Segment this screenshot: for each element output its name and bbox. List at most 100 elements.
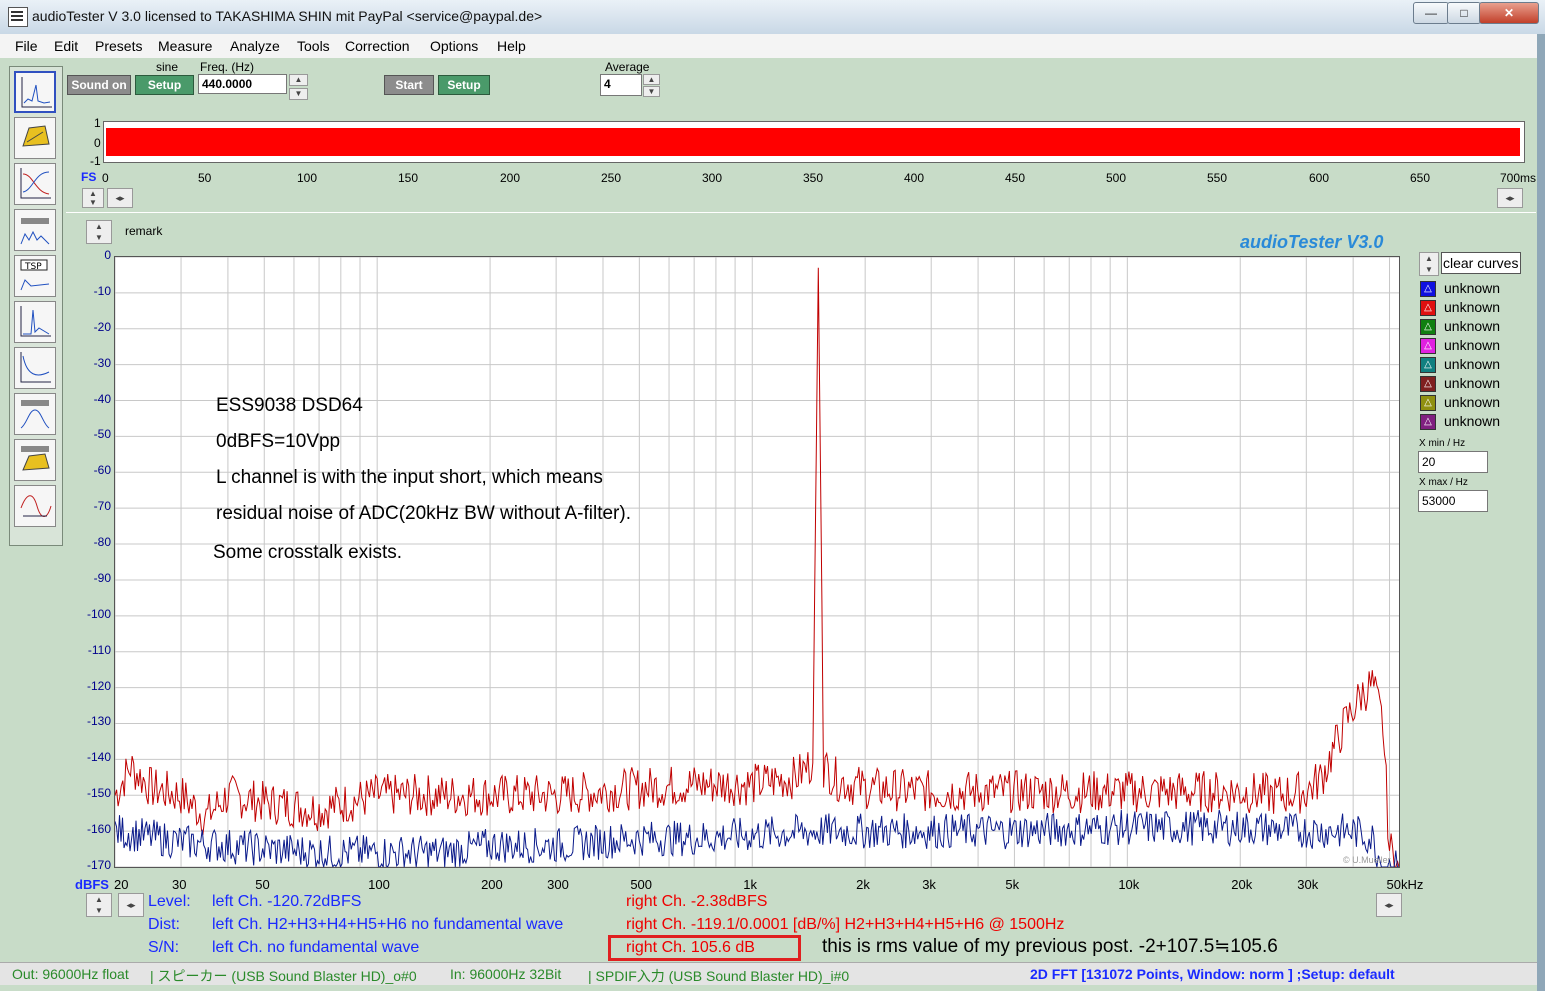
generator-setup-button[interactable]: Setup [135, 75, 194, 95]
curve-label: unknown [1444, 280, 1501, 296]
x-tick-label: 30 [172, 877, 187, 892]
frequency-response-icon[interactable] [14, 347, 56, 389]
y-tick-label: -20 [93, 319, 111, 334]
menu-measure[interactable]: Measure [158, 38, 213, 54]
annotation-note: this is rms value of my previous post. -… [822, 936, 1278, 957]
xmax-input[interactable]: 53000 [1418, 490, 1488, 512]
curve-color-swatch[interactable]: △ [1420, 300, 1436, 316]
y-tick-label: -80 [93, 535, 111, 550]
brand-label: audioTester V3.0 [1240, 232, 1384, 252]
fft-plot-canvas [115, 257, 1399, 867]
legend-spin-icon[interactable]: ▲ ▼ [1419, 252, 1439, 276]
average-label: Average [605, 60, 650, 74]
tsp-mode-icon[interactable]: TSP [14, 255, 56, 297]
curve-label: unknown [1444, 394, 1501, 410]
remark-spin-icon[interactable]: ▲ ▼ [86, 220, 112, 244]
menu-options[interactable]: Options [430, 38, 479, 54]
curve-label: unknown [1444, 299, 1501, 315]
fft-mode-icon[interactable] [14, 71, 56, 113]
curve-color-swatch[interactable]: △ [1420, 395, 1436, 411]
y-tick-label: -160 [86, 822, 111, 837]
scope-y-min: -1 [90, 154, 101, 168]
y-tick-label: -90 [93, 570, 111, 585]
scope-y-zero: 0 [94, 136, 101, 150]
menu-file[interactable]: File [15, 38, 38, 54]
freq-down-icon[interactable]: ▼ [289, 88, 308, 100]
scope-tick: 50 [198, 171, 212, 185]
minimize-button[interactable]: — [1413, 2, 1449, 24]
analyzer-setup-button[interactable]: Setup [438, 75, 490, 95]
curve-color-swatch[interactable]: △ [1420, 357, 1436, 373]
menu-help[interactable]: Help [497, 38, 526, 54]
scope-tick: 250 [601, 171, 622, 185]
x-tick-label: 100 [368, 877, 390, 892]
annotation-line: L channel is with the input short, which… [216, 467, 603, 488]
frequency-input[interactable]: 440.0000 [198, 74, 287, 94]
annotation-line: 0dBFS=10Vpp [216, 431, 341, 452]
scope-zoom-icon[interactable]: ◂▸ [1497, 188, 1523, 208]
window-border [1537, 34, 1545, 991]
xmin-input[interactable]: 20 [1418, 451, 1488, 473]
oscilloscope-mode-icon[interactable] [14, 485, 56, 527]
y-tick-label: -50 [93, 427, 111, 442]
scope-tick: 700ms [1500, 171, 1537, 185]
app-icon [8, 7, 28, 27]
waveform-label: sine [156, 60, 179, 74]
curve-color-swatch[interactable]: △ [1420, 376, 1436, 392]
average-down-icon[interactable]: ▼ [643, 86, 660, 97]
start-button[interactable]: Start [384, 75, 434, 95]
close-button[interactable]: ✕ [1479, 2, 1539, 24]
menu-tools[interactable]: Tools [297, 38, 330, 54]
menu-analyze[interactable]: Analyze [230, 38, 280, 54]
maximize-button[interactable]: □ [1447, 2, 1481, 24]
y-tick-label: -10 [93, 283, 111, 298]
scope-tick: 350 [803, 171, 824, 185]
clear-curves-button[interactable]: clear curves [1441, 252, 1521, 274]
stats-scroll-icon[interactable]: ◂▸ [118, 893, 144, 917]
filter-mode-icon[interactable] [14, 163, 56, 205]
menu-edit[interactable]: Edit [54, 38, 79, 54]
curve-color-swatch[interactable]: △ [1420, 338, 1436, 354]
scope-tick: 300 [702, 171, 723, 185]
sn-label: S/N: [148, 939, 180, 956]
y-unit-label: dBFS [75, 877, 109, 892]
dist-label: Dist: [148, 916, 180, 933]
menu-correction[interactable]: Correction [345, 38, 410, 54]
sweep-mode-icon[interactable] [14, 393, 56, 435]
sn-left-value: left Ch. no fundamental wave [212, 939, 420, 956]
curve-color-swatch[interactable]: △ [1420, 414, 1436, 430]
scope-y-max: 1 [94, 116, 101, 130]
x-tick-label: 50kHz [1386, 877, 1424, 892]
curve-label: unknown [1444, 337, 1501, 353]
x-tick-label: 500 [630, 877, 653, 892]
y-tick-label: -110 [87, 642, 111, 657]
copyright-label: © U.Mueller [1343, 855, 1391, 865]
curve-color-swatch[interactable]: △ [1420, 281, 1436, 297]
x-scroll-icon[interactable]: ◂▸ [1376, 893, 1402, 917]
waterfall-mode-icon[interactable] [14, 117, 56, 159]
stats-spin-icon[interactable]: ▲ ▼ [86, 893, 112, 917]
average-up-icon[interactable]: ▲ [643, 74, 660, 85]
scope-spin-icon[interactable]: ▲ ▼ [82, 188, 104, 208]
y-tick-label: -170 [86, 858, 111, 872]
scope-tick: 550 [1207, 171, 1228, 185]
y-tick-label: -130 [86, 714, 111, 729]
scope-tick: 650 [1410, 171, 1431, 185]
curve-color-swatch[interactable]: △ [1420, 319, 1436, 335]
menu-presets[interactable]: Presets [95, 38, 143, 54]
x-tick-label: 50 [255, 877, 270, 892]
impulse-mode-icon[interactable] [14, 301, 56, 343]
x-tick-label: 300 [547, 877, 569, 892]
freq-up-icon[interactable]: ▲ [289, 74, 308, 86]
spectrogram-mode-icon[interactable] [14, 439, 56, 481]
right-channel-series [115, 267, 1399, 867]
average-input[interactable]: 4 [600, 74, 642, 96]
x-tick-label: 20 [114, 877, 129, 892]
highlight-box [608, 935, 801, 961]
thd-mode-icon[interactable] [14, 209, 56, 251]
scope-scroll-icon[interactable]: ◂▸ [107, 188, 133, 208]
y-tick-label: -40 [93, 391, 111, 406]
sound-on-button[interactable]: Sound on [67, 75, 131, 95]
y-tick-label: -70 [93, 499, 111, 514]
scope-tick: 400 [904, 171, 925, 185]
